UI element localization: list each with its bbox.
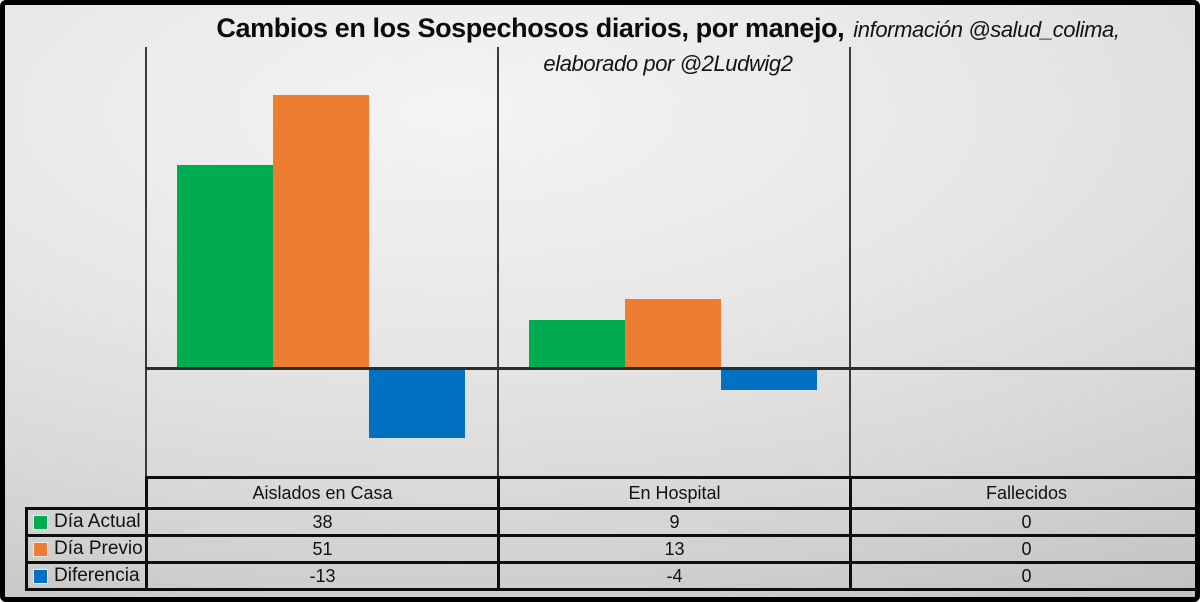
legend-label-diferencia: Diferencia [54,565,140,587]
bar-dia-previo-aislados-en-casa [273,95,369,369]
legend-swatch-diferencia [33,568,48,584]
table-cell-dia-previo-aislados: 51 [145,534,500,564]
table-col-header-en-hospital: En Hospital [497,476,852,510]
table-row-diferencia: Diferencia -13 -4 0 [25,561,1195,591]
table-cell-dia-previo-hospital: 13 [497,534,852,564]
table-cell-dia-actual-hospital: 9 [497,507,852,537]
category-separator-line [497,47,499,476]
bar-diferencia-aislados-en-casa [369,368,465,439]
legend-row-header-diferencia: Diferencia [25,561,148,591]
bar-diferencia-en-hospital [721,368,817,391]
table-cell-dia-previo-fallecidos: 0 [849,534,1195,564]
chart-title: Cambios en los Sospechosos diarios, por … [140,12,1195,49]
zero-axis-line [145,367,1195,371]
bar-dia-previo-en-hospital [625,299,721,369]
table-col-header-fallecidos: Fallecidos [849,476,1195,510]
plot-left-boundary-line [145,47,147,476]
table-cell-dia-actual-fallecidos: 0 [849,507,1195,537]
legend-swatch-dia-previo [33,541,48,557]
table-header-row: Aislados en Casa En Hospital Fallecidos [27,476,1195,510]
category-separator-line [849,47,851,476]
legend-row-header-dia-actual: Día Actual [25,507,148,537]
table-cell-diferencia-fallecidos: 0 [849,561,1195,591]
table-cell-diferencia-aislados: -13 [145,561,500,591]
table-cell-diferencia-hospital: -4 [497,561,852,591]
data-table: Aislados en Casa En Hospital Fallecidos … [25,476,1195,591]
chart-title-main: Cambios en los Sospechosos diarios, por … [216,13,845,43]
table-cell-dia-actual-aislados: 38 [145,507,500,537]
legend-swatch-dia-actual [33,514,48,530]
table-row-dia-previo: Día Previo 51 13 0 [25,534,1195,564]
chart-title-credit: información @salud_colima, [853,17,1120,42]
table-row-dia-actual: Día Actual 38 9 0 [25,507,1195,537]
chart-subtitle: elaborado por @2Ludwig2 [543,51,793,76]
legend-label-dia-actual: Día Actual [54,511,141,533]
table-corner-empty [27,478,147,509]
plot-area [145,47,1195,476]
legend-row-header-dia-previo: Día Previo [25,534,148,564]
legend-label-dia-previo: Día Previo [54,538,143,560]
bar-dia-actual-en-hospital [529,320,625,369]
table-col-header-aislados-en-casa: Aislados en Casa [145,476,500,510]
bar-dia-actual-aislados-en-casa [177,164,273,369]
